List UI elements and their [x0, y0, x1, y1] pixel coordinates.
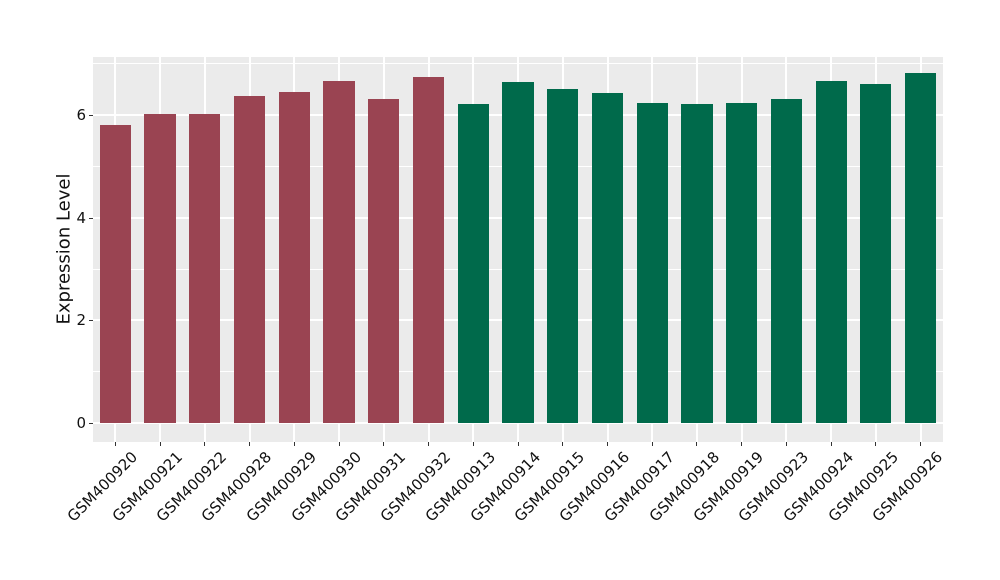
x-tickmark-6	[383, 442, 385, 446]
x-tickmark-10	[562, 442, 564, 446]
y-tick-label-4: 4	[76, 208, 86, 227]
x-tickmark-7	[428, 442, 429, 446]
x-tickmark-16	[830, 442, 832, 446]
y-tickmark-4	[89, 217, 93, 219]
x-tickmark-18	[920, 442, 922, 446]
x-tickmark-17	[875, 442, 877, 446]
x-tickmark-12	[651, 442, 653, 446]
bar-GSM400915	[547, 88, 579, 423]
y-tick-label-2: 2	[76, 311, 86, 330]
y-tickmark-0	[89, 423, 93, 424]
bar-GSM400920	[99, 124, 131, 423]
bar-GSM400928	[233, 95, 266, 423]
x-tickmark-4	[293, 442, 295, 446]
x-tickmark-5	[338, 442, 340, 446]
y-tickmark-6	[89, 115, 93, 116]
bar-GSM400916	[591, 93, 624, 423]
bar-GSM400914	[502, 82, 534, 424]
bar-GSM400922	[189, 114, 221, 423]
x-tickmark-15	[785, 442, 787, 446]
bar-GSM400923	[770, 99, 803, 423]
x-tickmark-2	[204, 442, 206, 446]
bar-GSM400917	[636, 103, 668, 423]
x-tickmark-9	[517, 442, 519, 446]
bar-GSM400925	[860, 83, 892, 423]
bar-GSM400918	[681, 103, 713, 423]
x-tickmark-13	[696, 442, 698, 446]
bar-GSM400930	[323, 80, 355, 423]
bar-GSM400921	[144, 114, 176, 423]
x-tickmark-3	[249, 442, 251, 446]
bar-GSM400932	[412, 76, 445, 423]
bar-GSM400919	[726, 103, 758, 423]
y-tick-label-6: 6	[76, 106, 86, 124]
plot-panel	[93, 57, 943, 442]
x-tickmark-1	[159, 442, 161, 446]
x-tickmark-11	[607, 442, 608, 446]
x-tickmark-0	[114, 442, 116, 446]
x-tickmark-8	[472, 442, 474, 446]
x-tickmark-14	[741, 442, 743, 446]
bar-GSM400924	[815, 81, 847, 423]
y-tickmark-2	[89, 320, 93, 322]
bar-GSM400926	[905, 73, 937, 423]
bar-GSM400913	[457, 103, 489, 423]
bar-GSM400929	[278, 91, 310, 423]
bar-GSM400931	[368, 98, 400, 423]
y-tick-label-0: 0	[76, 414, 86, 432]
